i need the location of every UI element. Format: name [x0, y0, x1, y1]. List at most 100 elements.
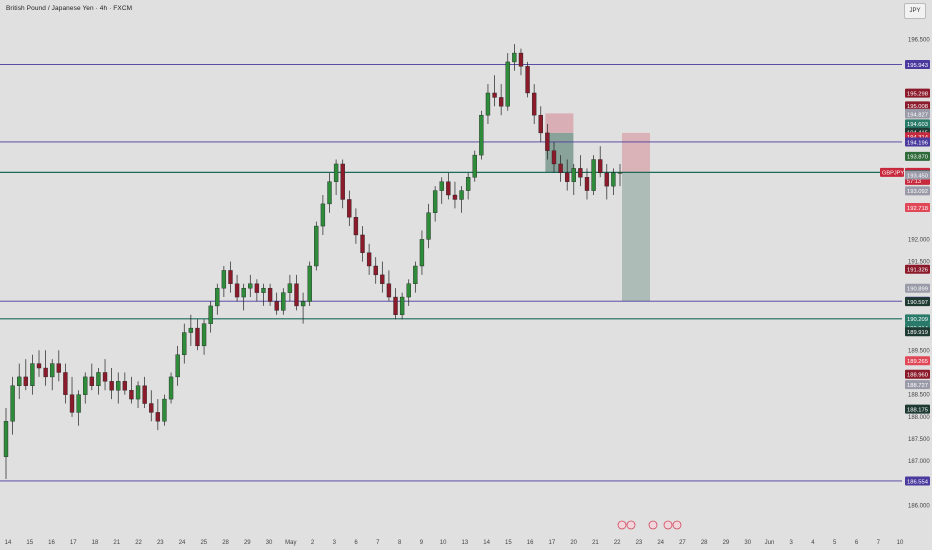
candle-body-62: [413, 265, 418, 284]
candle-body-41: [274, 301, 279, 311]
price-tag-label-9: 193.870: [907, 155, 928, 161]
candle-body-40: [267, 287, 273, 302]
price-tag-label-23: 189.265: [907, 359, 928, 365]
candle-body-83: [551, 150, 557, 165]
candle-body-25: [168, 376, 174, 400]
target-zone-2: [622, 172, 650, 302]
price-tag-16: [905, 264, 930, 274]
candle-body-92: [611, 172, 616, 187]
candle-body-93: [617, 172, 623, 174]
x-tick-label-31: 27: [679, 540, 686, 546]
candle-body-85: [565, 172, 570, 182]
stop-zone-2: [622, 132, 650, 173]
candle-body-69: [459, 190, 464, 200]
candle-body-55: [366, 252, 372, 267]
price-tag-14: [905, 186, 930, 196]
y-tick-label-8: 186.000: [908, 504, 930, 510]
candle-body-23: [155, 412, 161, 422]
price-tag-label-15: 192.718: [907, 206, 928, 212]
candle-body-47: [314, 225, 319, 267]
x-tick-label-34: 30: [744, 540, 751, 546]
x-tick-label-8: 24: [179, 540, 186, 546]
x-tick-label-1: 15: [26, 540, 33, 546]
chart-title: British Pound / Japanese Yen · 4h · FXCM: [6, 5, 133, 12]
price-tag-2: [905, 101, 930, 111]
price-tag-20: [905, 314, 930, 324]
price-tag-label-0: 195.943: [907, 63, 928, 69]
y-tick-label-5: 188.000: [908, 415, 930, 421]
candle-body-32: [215, 287, 220, 307]
candle-body-11: [76, 394, 81, 413]
x-tick-label-6: 22: [135, 540, 142, 546]
candle-body-73: [485, 92, 491, 116]
x-tick-label-9: 25: [200, 540, 207, 546]
candle-body-84: [558, 163, 563, 174]
countdown-label: 57:13: [907, 179, 921, 185]
candle-body-37: [248, 283, 253, 289]
candle-body-43: [287, 283, 293, 293]
event-marker-icon-1: [626, 520, 636, 530]
stop-zone-1: [545, 113, 574, 133]
price-tag-label-8: 194.196: [907, 140, 928, 146]
symbol-tag: [880, 167, 904, 177]
x-tick-label-4: 18: [92, 540, 99, 546]
symbol-tag-label: GBPJPY: [882, 171, 904, 177]
candle-body-65: [432, 190, 438, 213]
x-tick-label-2: 16: [48, 540, 55, 546]
x-tick-label-19: 9: [420, 540, 424, 546]
candle-body-71: [472, 154, 477, 178]
price-tag-label-16: 191.326: [907, 268, 928, 274]
x-tick-label-21: 13: [462, 540, 469, 546]
price-tag-label-27: 186.554: [907, 479, 929, 485]
x-tick-label-22: 14: [483, 540, 490, 546]
candle-body-18: [122, 381, 128, 391]
price-tag-label-20: 190.209: [907, 317, 928, 323]
candle-body-44: [294, 283, 299, 307]
price-tag-label-13: 193.450: [907, 173, 928, 179]
x-tick-label-41: 10: [897, 540, 904, 546]
price-tag-label-26: 188.175: [907, 407, 928, 413]
candle-body-53: [353, 216, 359, 236]
x-tick-label-7: 23: [157, 540, 164, 546]
candle-body-42: [281, 292, 286, 311]
price-tag-label-2: 195.008: [907, 104, 928, 110]
x-tick-label-20: 10: [440, 540, 447, 546]
candle-body-50: [333, 163, 339, 182]
x-tick-label-18: 8: [398, 540, 402, 546]
x-tick-label-33: 29: [723, 540, 730, 546]
x-tick-label-30: 24: [657, 540, 664, 546]
candle-body-87: [578, 168, 583, 178]
candle-body-15: [102, 372, 108, 382]
price-tag-8: [905, 137, 930, 147]
y-tick-label-4: 188.500: [908, 393, 930, 399]
price-tag-label-24: 188.960: [907, 373, 928, 379]
candle-body-3: [23, 376, 28, 386]
price-tag-label-5: 194.603: [907, 122, 928, 128]
candle-body-22: [149, 403, 154, 413]
candle-body-19: [129, 390, 134, 400]
candle-body-36: [241, 287, 246, 298]
x-tick-label-37: 4: [811, 540, 815, 546]
candle-body-28: [188, 327, 194, 333]
price-tag-5: [905, 119, 930, 129]
price-tag-23: [905, 356, 930, 366]
candle-body-68: [452, 194, 458, 200]
candle-body-66: [439, 181, 444, 191]
candle-body-57: [380, 274, 385, 284]
candle-body-5: [36, 363, 42, 369]
candle-body-81: [538, 114, 543, 134]
candle-body-54: [360, 234, 365, 253]
candle-body-60: [399, 296, 405, 315]
x-tick-label-25: 17: [549, 540, 556, 546]
candle-body-79: [525, 66, 530, 94]
candle-body-10: [69, 394, 75, 413]
candle-body-48: [320, 203, 326, 227]
price-tag-17: [905, 283, 930, 293]
x-tick-label-29: 23: [636, 540, 643, 546]
price-tag-0: [905, 59, 930, 69]
y-tick-label-0: 196.500: [908, 38, 930, 44]
x-tick-label-3: 17: [70, 540, 77, 546]
candle-body-88: [584, 177, 590, 191]
currency-button[interactable]: JPY: [904, 3, 926, 19]
